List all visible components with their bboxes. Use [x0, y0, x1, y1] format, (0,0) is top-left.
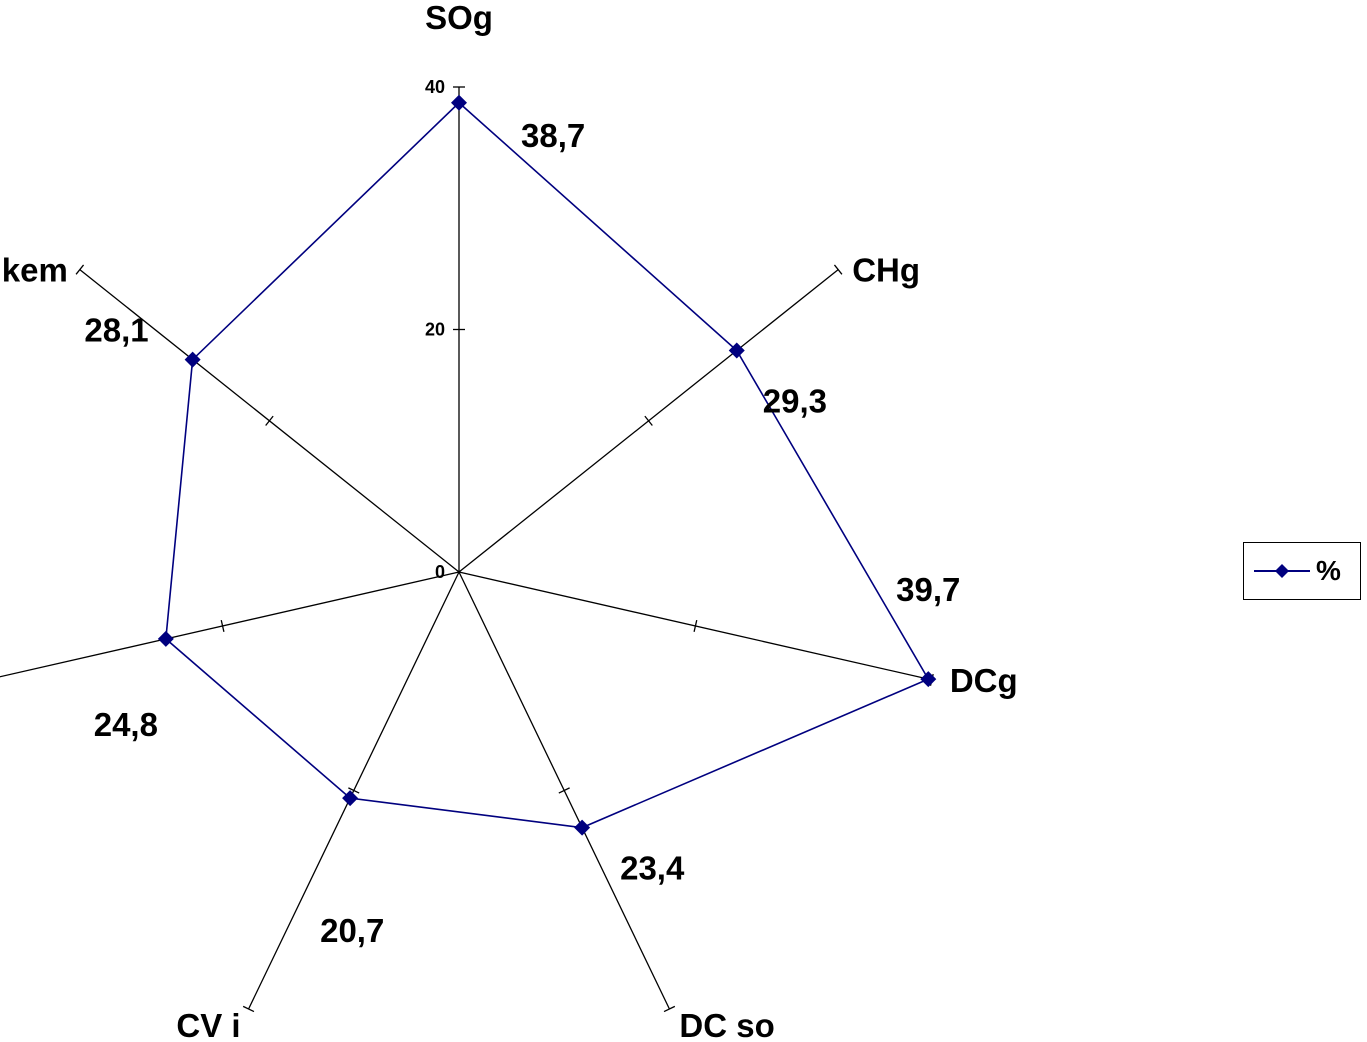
legend-label: % — [1316, 555, 1341, 586]
axis-tick-6-0 — [265, 415, 274, 426]
axis-tick-5-0 — [220, 619, 225, 632]
tick-label-2: 40 — [425, 77, 445, 97]
value-label-6: 28,1 — [84, 312, 148, 349]
data-point-1 — [728, 342, 745, 359]
value-label-3: 23,4 — [620, 850, 685, 887]
axis-tick-4-1 — [242, 1005, 255, 1013]
axis-label-0: SOg — [425, 0, 493, 36]
data-point-3 — [574, 819, 591, 836]
value-label-5: 24,8 — [94, 706, 158, 743]
tick-label-1: 20 — [425, 320, 445, 340]
axis-tick-2-0 — [693, 619, 698, 632]
value-label-0: 38,7 — [521, 117, 585, 154]
series-layer — [157, 94, 937, 836]
value-label-4: 20,7 — [320, 912, 384, 949]
axis-tick-3-0 — [558, 787, 570, 794]
legend-marker-icon — [1254, 564, 1310, 578]
data-point-5 — [157, 630, 174, 647]
axis-label-3: DC so — [679, 1007, 774, 1042]
data-point-2 — [920, 671, 937, 688]
data-point-0 — [451, 94, 467, 111]
axis-label-4: CV i — [176, 1007, 240, 1042]
axis-spoke-5 — [0, 571, 460, 678]
axis-tick-3-1 — [663, 1005, 676, 1013]
value-label-2: 39,7 — [896, 571, 960, 608]
value-label-1: 29,3 — [763, 382, 827, 419]
legend: % — [1243, 542, 1361, 600]
axis-label-1: CHg — [852, 252, 920, 289]
axes-layer — [0, 86, 934, 1013]
tick-label-0: 0 — [435, 562, 445, 582]
axis-tick-4-0 — [348, 787, 360, 794]
axis-tick-1-0 — [644, 415, 653, 426]
data-point-4 — [342, 790, 359, 807]
axis-tick-1-1 — [833, 264, 843, 275]
data-point-6 — [184, 351, 201, 368]
axis-tick-6-1 — [75, 264, 85, 275]
series-line — [165, 101, 930, 829]
axis-label-6: Celkem — [0, 252, 68, 289]
axis-label-2: DCg — [950, 662, 1018, 699]
